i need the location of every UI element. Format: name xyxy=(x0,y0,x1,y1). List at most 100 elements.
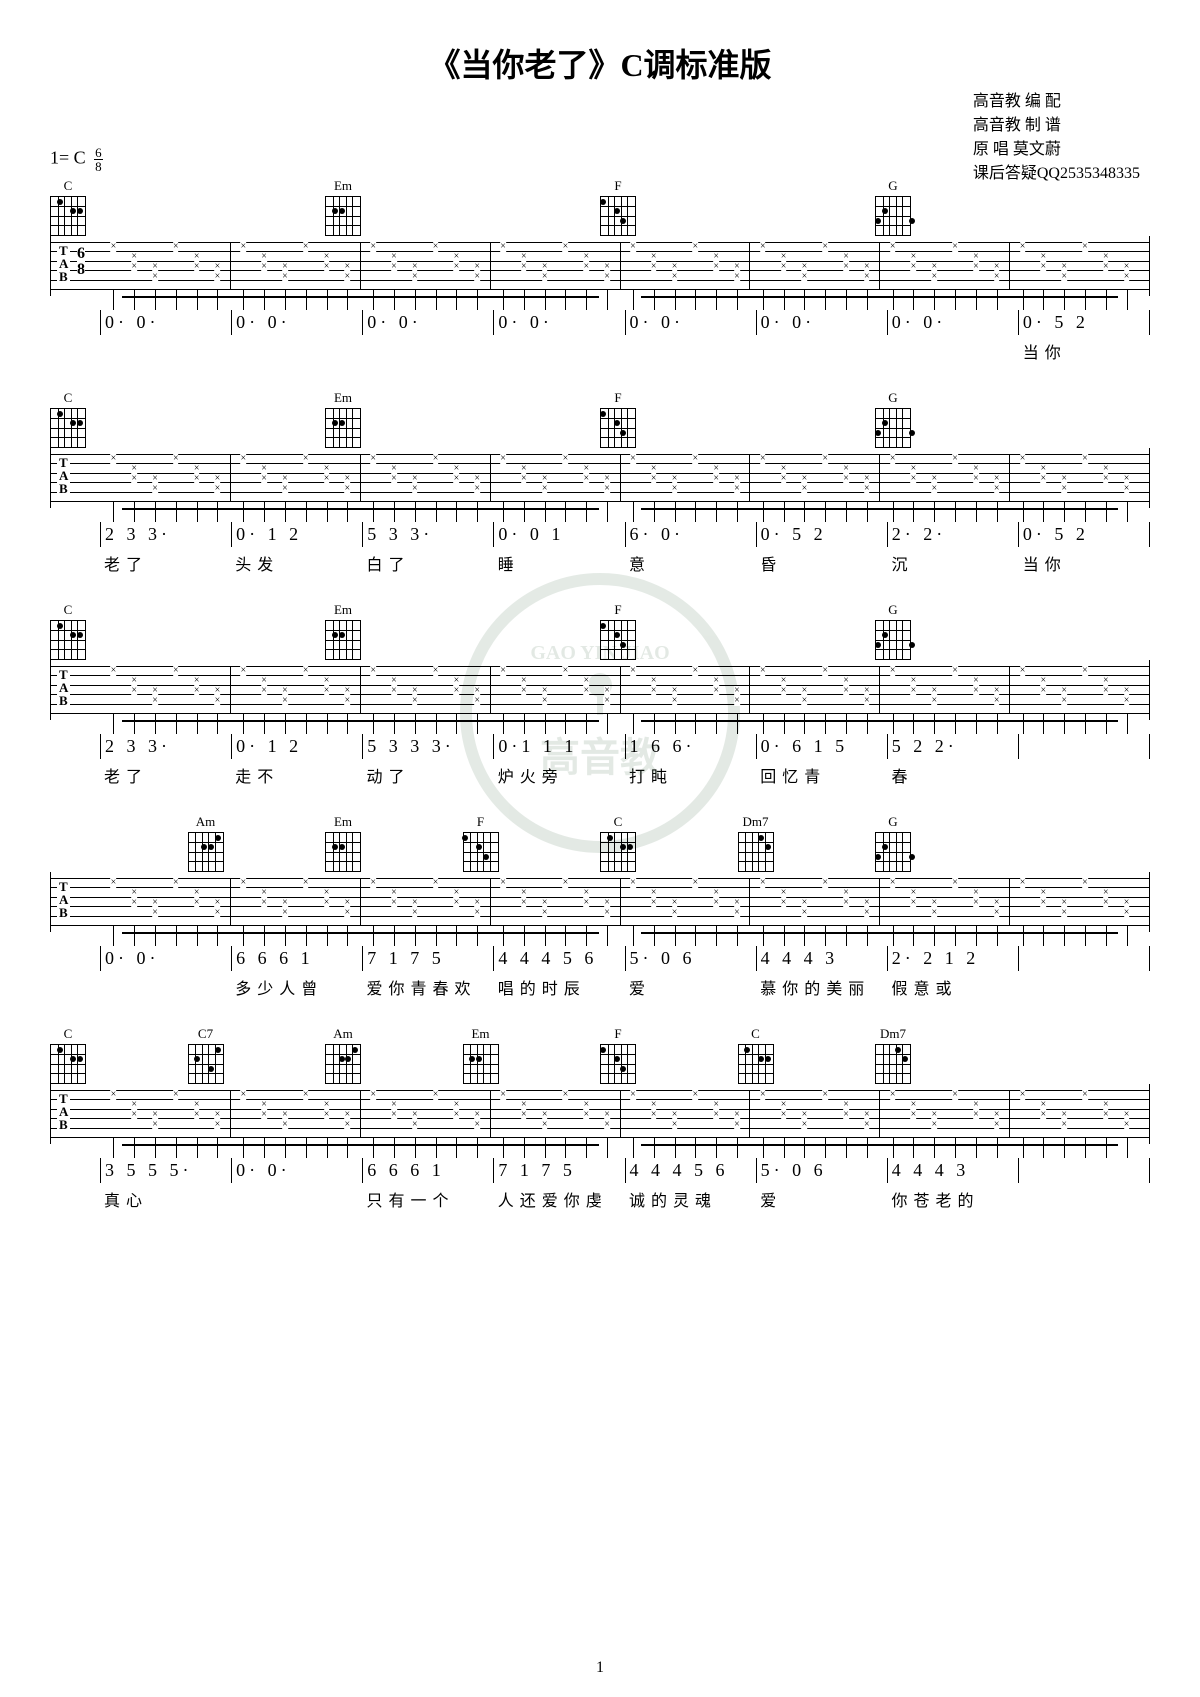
chord-name: G xyxy=(888,814,897,830)
chord-name: Dm7 xyxy=(743,814,769,830)
lyric-bar: 打盹 xyxy=(625,763,756,787)
jianpu-bar: 0· 0 1 xyxy=(494,522,625,547)
jianpu-bar: 4 4 4 3 xyxy=(757,946,888,971)
lyric-bar: 假意或 xyxy=(888,975,1019,999)
system-row: CEmFGTAB68××××××××××××××××××××××××××××××… xyxy=(50,181,1150,363)
lyric-bar: 春 xyxy=(888,763,1019,787)
chord-diagram: G xyxy=(875,390,911,448)
chord-name: G xyxy=(888,602,897,618)
lyric-bar: 老了 xyxy=(100,763,231,787)
chord-diagram: G xyxy=(875,602,911,660)
chord-diagram: C7 xyxy=(188,1026,224,1084)
credits-block: 高音教 编 配 高音教 制 谱 原 唱 莫文蔚 课后答疑QQ2535348335 xyxy=(973,90,1140,186)
lyric-bar: 动了 xyxy=(363,763,494,787)
chord-row: CEmFG xyxy=(50,393,1150,448)
credit-line: 高音教 编 配 xyxy=(973,90,1140,114)
chord-diagram: F xyxy=(600,1026,636,1084)
lyric-bar: 爱 xyxy=(756,1187,887,1211)
lyric-bar: 白了 xyxy=(363,551,494,575)
jianpu-bar xyxy=(1019,734,1150,759)
jianpu-bar: 3 5 5 5· xyxy=(100,1158,232,1183)
jianpu-bar xyxy=(1019,946,1150,971)
jianpu-bar: 5 2 2· xyxy=(888,734,1019,759)
lyric-bar: 慕你的美丽 xyxy=(756,975,887,999)
chord-name: C xyxy=(64,602,73,618)
tab-staff: TAB×××××××××××××××××××××××××××××××××××××… xyxy=(50,448,1150,508)
lyric-bar: 爱 xyxy=(625,975,756,999)
lyric-bar: 人还爱你虔 xyxy=(494,1187,625,1211)
chord-name: G xyxy=(888,178,897,194)
chord-diagram: Am xyxy=(325,1026,361,1084)
chord-name: C xyxy=(64,390,73,406)
chord-diagram: Em xyxy=(325,178,361,236)
lyric-row: 当你 xyxy=(50,339,1150,363)
lyric-bar: 走不 xyxy=(231,763,362,787)
chord-name: Em xyxy=(334,602,352,618)
chord-row: AmEmFCDm7G xyxy=(50,817,1150,872)
jianpu-bar: 2 3 3· xyxy=(100,734,232,759)
chord-diagram: Em xyxy=(325,814,361,872)
lyric-bar xyxy=(363,339,494,363)
lyric-bar: 真心 xyxy=(100,1187,231,1211)
credit-line: 原 唱 莫文蔚 xyxy=(973,138,1140,162)
tab-clef: TAB xyxy=(57,1092,70,1131)
chord-row: CEmFG xyxy=(50,181,1150,236)
lyric-bar: 意 xyxy=(625,551,756,575)
tab-staff: TAB×××××××××××××××××××××××××××××××××××××… xyxy=(50,660,1150,720)
page-number: 1 xyxy=(596,1659,604,1677)
lyric-bar xyxy=(1019,1187,1150,1211)
jianpu-bar: 0· 0· xyxy=(888,310,1019,335)
jianpu-bar: 0· 5 2 xyxy=(1019,522,1150,547)
jianpu-bar: 0· 0· xyxy=(494,310,625,335)
jianpu-bar: 0· 6 1 5 xyxy=(757,734,888,759)
jianpu-bar: 6· 0· xyxy=(626,522,757,547)
lyric-bar: 沉 xyxy=(888,551,1019,575)
tab-clef: TAB xyxy=(57,668,70,707)
lyric-bar: 炉火旁 xyxy=(494,763,625,787)
jianpu-row: 3 5 5 5·0· 0·6 6 6 17 1 7 54 4 4 5 65· 0… xyxy=(50,1158,1150,1183)
jianpu-bar: 0· 0· xyxy=(363,310,494,335)
jianpu-bar: 5· 0 6 xyxy=(626,946,757,971)
chord-diagram: Em xyxy=(325,390,361,448)
jianpu-bar: 2· 2 1 2 xyxy=(888,946,1019,971)
lyric-bar xyxy=(1019,975,1150,999)
lyric-bar: 只有一个 xyxy=(363,1187,494,1211)
jianpu-bar: 2 3 3· xyxy=(100,522,232,547)
jianpu-bar: 5 3 3 3· xyxy=(363,734,494,759)
jianpu-row: 0· 0·0· 0·0· 0·0· 0·0· 0·0· 0·0· 0·0· 5 … xyxy=(50,310,1150,335)
chord-diagram: Em xyxy=(325,602,361,660)
strum-pattern: ××××××××××××××××××××××××××××××××××××××××… xyxy=(101,242,1139,290)
lyric-bar: 当你 xyxy=(1019,551,1150,575)
jianpu-bar: 0· 1 2 xyxy=(232,522,363,547)
chord-diagram: F xyxy=(600,178,636,236)
jianpu-bar: 0· 0· xyxy=(232,1158,363,1183)
lyric-bar xyxy=(888,339,1019,363)
strum-pattern: ××××××××××××××××××××××××××××××××××××××××… xyxy=(101,1090,1139,1138)
chord-diagram: Dm7 xyxy=(738,814,774,872)
lyric-bar: 回忆青 xyxy=(756,763,887,787)
jianpu-bar: 0· 0· xyxy=(100,310,232,335)
lyric-bar: 睡 xyxy=(494,551,625,575)
lyric-row: 老了走不动了炉火旁打盹回忆青春 xyxy=(50,763,1150,787)
chord-name: F xyxy=(614,178,621,194)
chord-diagram: C xyxy=(50,602,86,660)
chord-row: CC7AmEmFCDm7 xyxy=(50,1029,1150,1084)
systems: C Em F G TAB 68 ××××××××××××××××××××××××××××××… xyxy=(50,181,1150,1211)
lyric-bar xyxy=(756,339,887,363)
jianpu-bar: 2· 2· xyxy=(888,522,1019,547)
jianpu-bar: 1 6 6· xyxy=(626,734,757,759)
chord-diagram: G xyxy=(875,814,911,872)
chord-name: Am xyxy=(333,1026,353,1042)
chord-diagram: C xyxy=(50,1026,86,1084)
chord-diagram: Em xyxy=(463,1026,499,1084)
jianpu-bar: 0· 0· xyxy=(232,310,363,335)
lyric-bar: 你苍老的 xyxy=(888,1187,1019,1211)
chord-name: G xyxy=(888,390,897,406)
lyric-bar: 头发 xyxy=(231,551,362,575)
time-signature: 68 xyxy=(77,246,85,278)
jianpu-bar: 0· 0· xyxy=(100,946,232,971)
lyric-bar xyxy=(100,339,231,363)
tab-clef: TAB xyxy=(57,880,70,919)
chord-name: Em xyxy=(334,390,352,406)
lyric-row: 老了头发白了睡意昏沉当你 xyxy=(50,551,1150,575)
